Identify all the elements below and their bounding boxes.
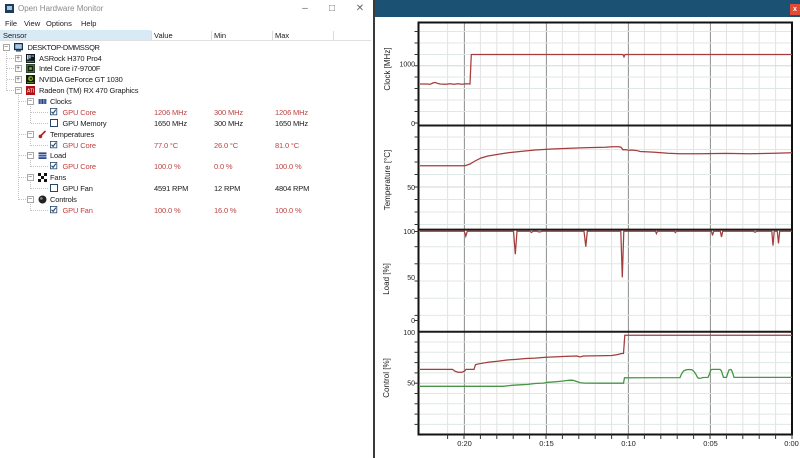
- svg-text:1000: 1000: [399, 62, 415, 69]
- svg-text:0:00: 0:00: [784, 439, 799, 448]
- svg-text:0:05: 0:05: [703, 439, 718, 448]
- svg-text:0:10: 0:10: [621, 439, 636, 448]
- svg-text:100: 100: [403, 229, 415, 236]
- svg-text:ATI: ATI: [27, 89, 34, 95]
- svg-text:0: 0: [411, 121, 415, 128]
- svg-text:50: 50: [407, 185, 415, 192]
- svg-text:Load [%]: Load [%]: [382, 263, 391, 295]
- svg-text:0: 0: [411, 318, 415, 325]
- svg-text:Control [%]: Control [%]: [382, 358, 391, 398]
- svg-text:0:15: 0:15: [539, 439, 554, 448]
- svg-text:50: 50: [407, 381, 415, 388]
- svg-text:50: 50: [407, 275, 415, 282]
- svg-text:0:20: 0:20: [457, 439, 472, 448]
- svg-text:100: 100: [403, 330, 415, 337]
- svg-text:Temperature [°C]: Temperature [°C]: [383, 150, 392, 211]
- svg-text:Clock [MHz]: Clock [MHz]: [383, 47, 392, 90]
